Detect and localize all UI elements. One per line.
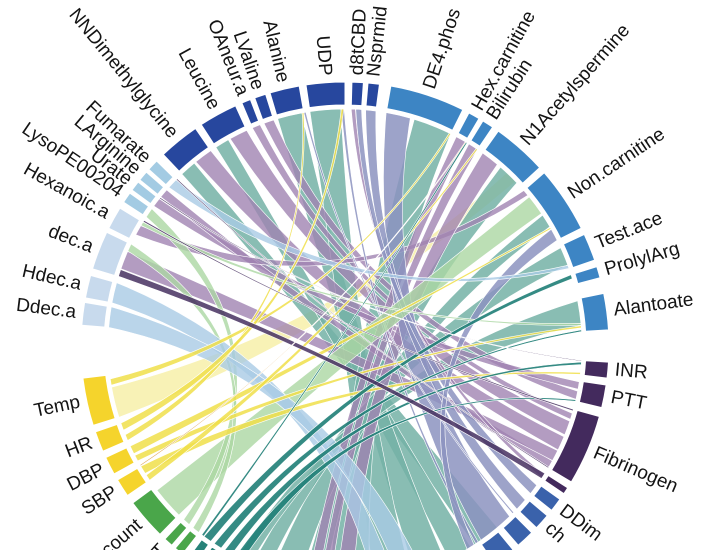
ring-segment	[148, 160, 174, 186]
ring-segment	[139, 171, 165, 196]
ring-segment	[562, 233, 596, 269]
ring-segment	[209, 546, 218, 550]
chord-ribbon	[440, 228, 558, 550]
ring-segment	[108, 207, 141, 240]
chord-ribbon	[108, 306, 413, 550]
ring-segment	[82, 374, 116, 427]
chord-ribbon	[140, 221, 582, 326]
ring-segment	[526, 172, 582, 240]
ring-segment	[457, 112, 480, 140]
ring-segment	[580, 292, 610, 332]
chord-ribbon	[175, 178, 550, 469]
chord-ribbon	[109, 132, 452, 386]
ring-segment	[91, 231, 129, 277]
segment-label: T	[148, 540, 172, 550]
chord-ribbon	[229, 129, 571, 436]
ring-segment	[550, 409, 601, 483]
ring-segment	[578, 381, 607, 409]
segment-label: UDP	[312, 35, 336, 77]
chord-ribbon	[135, 190, 529, 267]
ring-segment	[519, 500, 548, 529]
ring-segment	[365, 82, 381, 108]
ring-segment	[193, 539, 210, 550]
ring-segment	[470, 120, 494, 147]
ring-segment	[174, 529, 198, 550]
segment-label: INR	[614, 360, 649, 384]
chord-ribbon	[168, 179, 570, 282]
chord-ribbon	[139, 141, 467, 467]
chord-ribbon	[224, 361, 582, 550]
chord-ribbon	[213, 329, 582, 549]
ring-segment	[480, 531, 514, 550]
ring-segment	[131, 181, 157, 205]
chord-ribbon	[145, 148, 478, 481]
ring-segment	[574, 265, 601, 285]
chord-ribbon	[203, 274, 573, 542]
ring-segment	[544, 474, 569, 495]
chord-ribbon	[195, 150, 565, 451]
ring-segment	[164, 521, 188, 546]
ring-segment	[122, 192, 150, 216]
ring-segment	[583, 360, 610, 379]
ring-segment	[105, 447, 135, 475]
ring-segment	[502, 515, 533, 546]
chord-ribbon	[118, 269, 546, 479]
chord-ribbon	[251, 124, 573, 420]
ring-segment	[484, 130, 541, 184]
ring-segment	[532, 485, 561, 512]
ring-segment	[350, 81, 364, 107]
chord-ribbon	[142, 220, 574, 412]
ring-segment	[254, 93, 274, 121]
segment-label: d8tCBD	[347, 8, 371, 75]
chord-ribbon	[355, 108, 538, 494]
ring-segment	[386, 85, 464, 131]
ring-segment	[162, 127, 210, 172]
chord-ribbon	[159, 197, 582, 362]
ring-segment	[200, 105, 246, 145]
ring-segment	[269, 85, 304, 116]
ring-segment	[132, 488, 177, 536]
chord-ribbon	[303, 111, 515, 515]
chord-ribbon	[134, 325, 582, 462]
chord-ribbon	[263, 119, 578, 400]
chord-ribbon	[340, 108, 479, 545]
ring-segment	[241, 98, 260, 125]
ring-segment	[94, 423, 125, 452]
chord-ribbon	[129, 227, 552, 455]
ring-segment	[116, 467, 148, 497]
ring-segment	[305, 81, 346, 109]
ring-segment	[81, 301, 108, 328]
ring-segment	[84, 274, 114, 303]
chord-ribbon	[239, 397, 577, 550]
